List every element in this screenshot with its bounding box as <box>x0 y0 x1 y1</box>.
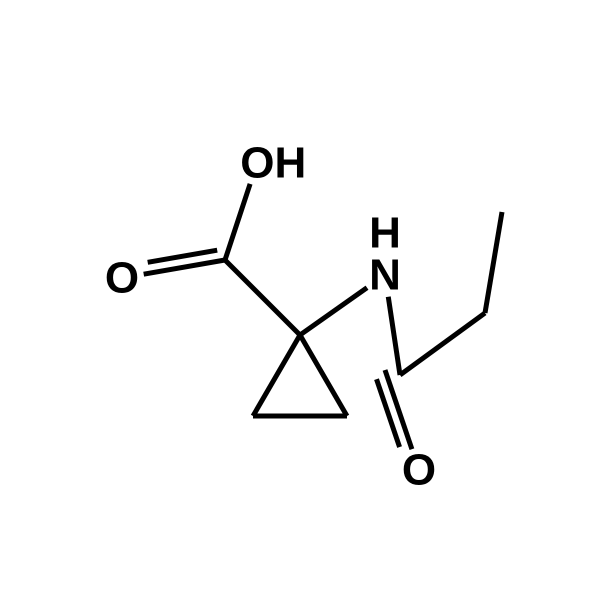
bond <box>148 250 218 262</box>
bond <box>300 288 367 335</box>
bond <box>485 212 502 313</box>
bond <box>225 260 300 335</box>
atom-label: O <box>402 446 436 495</box>
bond <box>388 297 400 375</box>
atom-label: N <box>369 251 401 300</box>
bond <box>225 184 250 260</box>
bond <box>377 379 400 447</box>
molecule-diagram: OH O NH O <box>0 0 600 600</box>
atom-label: H <box>369 209 401 258</box>
bond <box>400 313 485 375</box>
atom-label: OH <box>240 139 306 188</box>
atom-label: O <box>105 254 139 303</box>
bond <box>253 335 300 416</box>
bond <box>300 335 347 416</box>
